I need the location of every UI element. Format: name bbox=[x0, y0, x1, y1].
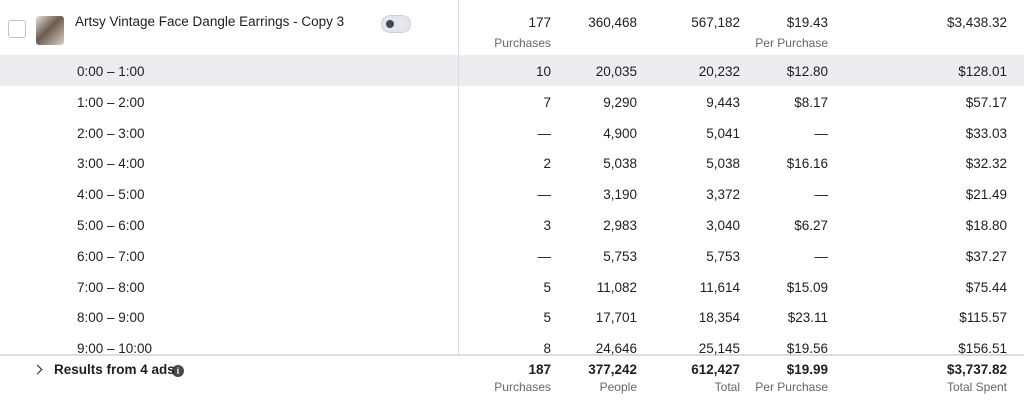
reach: 3,190 bbox=[603, 187, 637, 203]
reach: 2,983 bbox=[603, 218, 637, 233]
reach: 5,038 bbox=[603, 156, 637, 172]
total-impressions: 612,427 bbox=[691, 362, 740, 377]
cost-per-result: — bbox=[814, 125, 829, 141]
hour-range: 8:00 – 9:00 bbox=[77, 310, 145, 326]
cost-per-result: — bbox=[814, 187, 829, 203]
results: — bbox=[537, 187, 552, 203]
sublabel: Purchases bbox=[494, 36, 551, 50]
ad-name: Artsy Vintage Face Dangle Earrings - Cop… bbox=[75, 14, 345, 29]
reach: 24,646 bbox=[595, 341, 637, 357]
results: — bbox=[537, 125, 552, 141]
sublabel: Per Purchase bbox=[755, 36, 828, 50]
sublabel: Purchases bbox=[494, 380, 551, 394]
reach: 20,035 bbox=[595, 64, 637, 79]
impressions: 20,232 bbox=[698, 64, 740, 79]
amount-spent: $37.27 bbox=[965, 248, 1007, 264]
reach: 9,290 bbox=[603, 94, 637, 110]
amount-spent: $32.32 bbox=[965, 156, 1007, 172]
results: 5 bbox=[543, 279, 551, 295]
hour-range: 9:00 – 10:00 bbox=[77, 341, 153, 357]
sublabel: People bbox=[599, 380, 637, 394]
amount-spent: $21.49 bbox=[965, 187, 1007, 203]
reach: 4,900 bbox=[603, 125, 637, 141]
results: 5 bbox=[543, 310, 551, 326]
amount-spent: $33.03 bbox=[965, 125, 1007, 141]
amount-spent: $75.44 bbox=[965, 279, 1007, 295]
results: 8 bbox=[543, 341, 551, 357]
impressions: 3,040 bbox=[706, 218, 740, 233]
sublabel: Per Purchase bbox=[755, 380, 828, 394]
hour-range: 1:00 – 2:00 bbox=[77, 94, 145, 110]
impressions: 3,372 bbox=[706, 187, 740, 203]
results: 10 bbox=[535, 64, 551, 79]
sublabel: Total Spent bbox=[946, 380, 1007, 394]
amount-spent: $18.80 bbox=[965, 218, 1007, 233]
hour-range: 0:00 – 1:00 bbox=[77, 64, 145, 79]
column-divider bbox=[458, 0, 459, 400]
hour-range: 7:00 – 8:00 bbox=[77, 279, 145, 295]
thumbnail bbox=[36, 16, 64, 45]
hour-range: 4:00 – 5:00 bbox=[77, 187, 145, 203]
hour-range: 6:00 – 7:00 bbox=[77, 248, 145, 264]
total-amount-spent: $3,737.82 bbox=[946, 362, 1007, 377]
amount-spent: $3,438.32 bbox=[946, 15, 1007, 30]
cost-per-result: $16.16 bbox=[786, 156, 828, 172]
footer bbox=[0, 354, 1024, 400]
results: 177 bbox=[528, 15, 551, 30]
impressions: 18,354 bbox=[698, 310, 740, 326]
cost-per-result: $19.43 bbox=[786, 15, 828, 30]
hour-range: 2:00 – 3:00 bbox=[77, 125, 145, 141]
total-cost-per-result: $19.99 bbox=[786, 362, 828, 377]
impressions: 5,038 bbox=[706, 156, 740, 172]
results: 7 bbox=[543, 94, 551, 110]
reach: 11,082 bbox=[596, 279, 637, 295]
results: 3 bbox=[543, 218, 551, 233]
impressions: 5,753 bbox=[706, 248, 740, 264]
total-results: 187 bbox=[528, 362, 551, 377]
results: 2 bbox=[543, 156, 551, 172]
sublabel: Total bbox=[714, 380, 740, 394]
info-icon[interactable]: i bbox=[172, 365, 184, 377]
total-reach: 377,242 bbox=[588, 362, 637, 377]
results: — bbox=[537, 248, 552, 264]
impressions: 567,182 bbox=[691, 15, 740, 30]
row-highlight bbox=[0, 55, 1024, 86]
amount-spent: $57.17 bbox=[965, 94, 1007, 110]
amount-spent: $115.57 bbox=[959, 310, 1007, 326]
impressions: 5,041 bbox=[706, 125, 740, 141]
hour-range: 3:00 – 4:00 bbox=[77, 156, 145, 172]
impressions: 11,614 bbox=[699, 279, 740, 295]
amount-spent: $156.51 bbox=[958, 341, 1007, 357]
footer-label: Results from 4 ads bbox=[54, 362, 175, 377]
hour-range: 5:00 – 6:00 bbox=[77, 218, 145, 233]
cost-per-result: $15.09 bbox=[786, 279, 828, 295]
reach: 360,468 bbox=[588, 15, 637, 30]
reach: 5,753 bbox=[603, 248, 637, 264]
cost-per-result: $12.80 bbox=[786, 64, 828, 79]
cost-per-result: $23.11 bbox=[787, 310, 828, 326]
toggle[interactable] bbox=[381, 15, 411, 33]
impressions: 25,145 bbox=[698, 341, 740, 357]
cost-per-result: $6.27 bbox=[794, 218, 828, 233]
amount-spent: $128.01 bbox=[958, 64, 1007, 79]
impressions: 9,443 bbox=[706, 94, 740, 110]
cost-per-result: — bbox=[814, 248, 829, 264]
reach: 17,701 bbox=[595, 310, 637, 326]
cost-per-result: $8.17 bbox=[794, 94, 828, 110]
checkbox[interactable] bbox=[8, 20, 26, 38]
cost-per-result: $19.56 bbox=[786, 341, 828, 357]
